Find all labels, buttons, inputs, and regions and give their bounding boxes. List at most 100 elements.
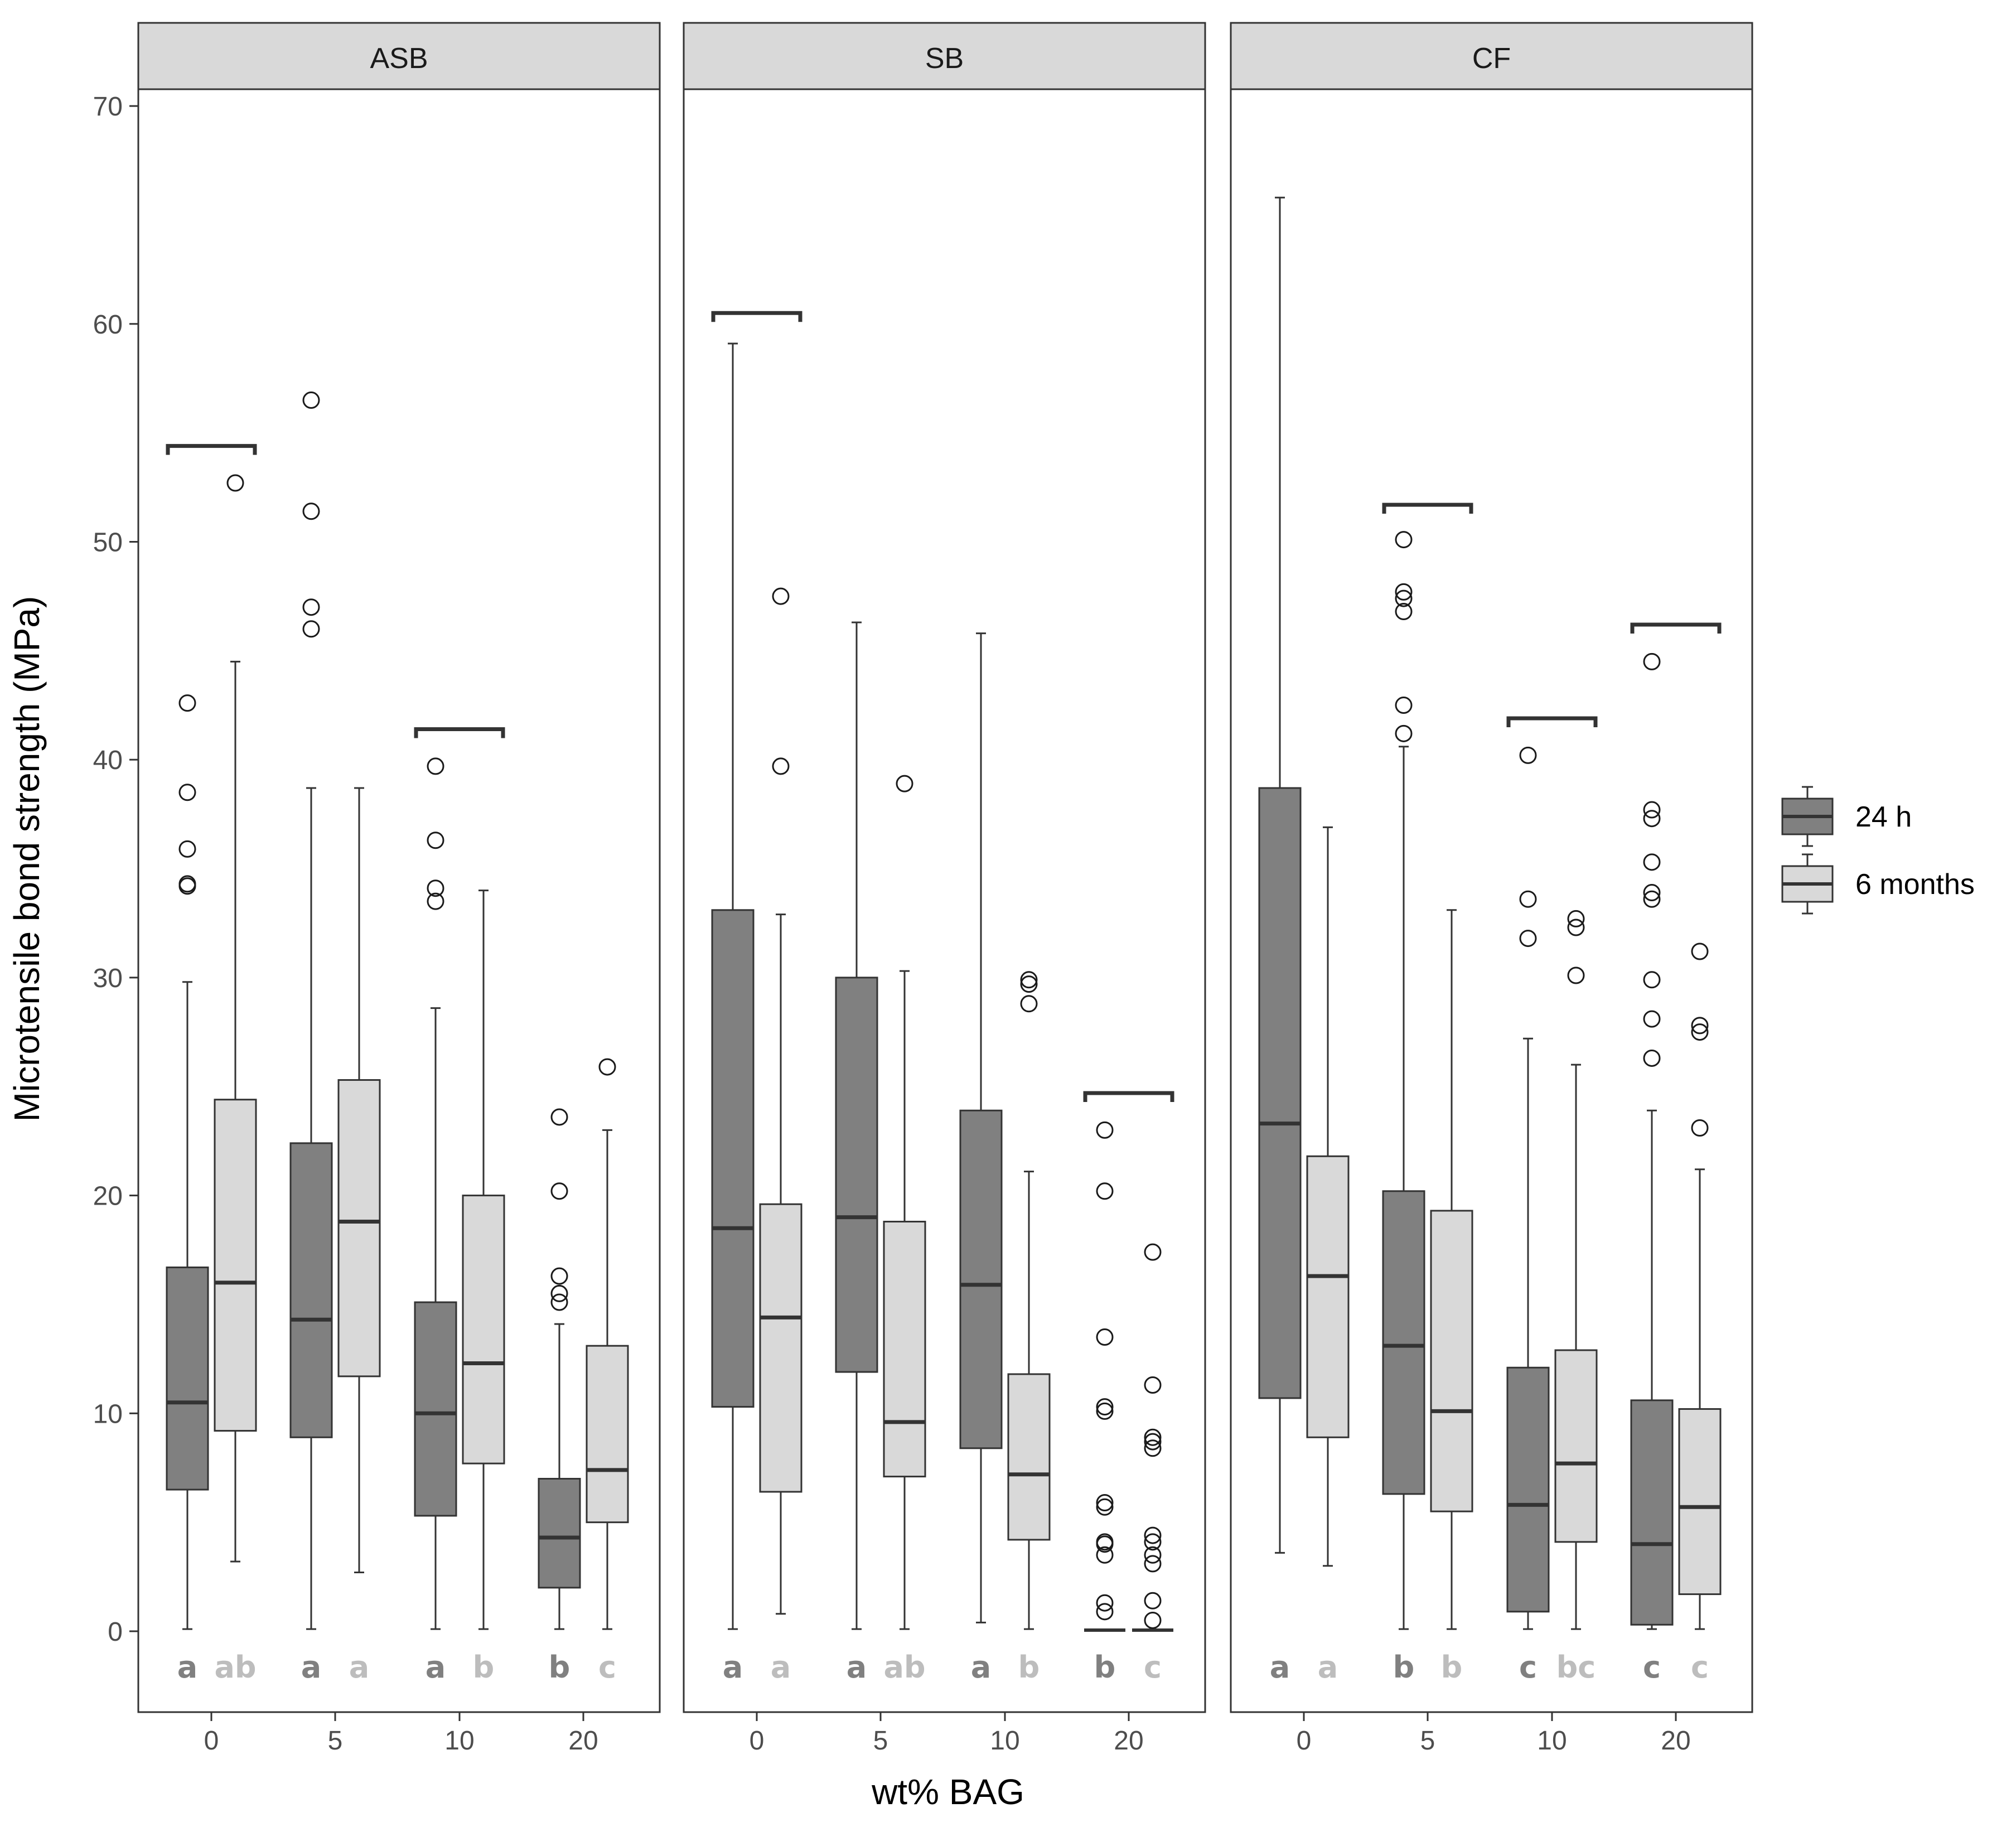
dark-box [1084,1121,1125,1632]
outlier-point [1395,531,1413,549]
group-letter-24h: a [1270,1650,1290,1685]
iqr-box [1678,1408,1722,1596]
group-letter-6months: c [1691,1650,1709,1685]
outlier-point [1096,1182,1114,1200]
group-20: b c 20 [538,1058,629,1756]
iqr-box [711,909,755,1408]
group-letter-24h: b [1094,1650,1116,1685]
light-box [883,775,926,1630]
iqr-box [586,1345,629,1524]
y-tick-label: 40 [93,746,123,775]
outlier-point [1519,746,1537,764]
group-5: a a 5 [289,392,381,1756]
group-letter-6months: a [349,1650,369,1685]
group-10: a b 10 [959,632,1051,1756]
panel-frame [137,88,661,1713]
outlier-point [1395,724,1413,742]
outlier-point [1020,995,1038,1013]
outlier-point [1691,1119,1709,1137]
outlier-point [178,694,196,712]
iqr-box [214,1099,257,1432]
outlier-point [427,879,444,897]
outlier-point [1395,589,1413,607]
outlier-point [1144,1243,1162,1261]
outlier-point [178,784,196,801]
y-tick-label: 30 [93,964,123,993]
dark-box [538,1108,581,1630]
iqr-box [1007,1373,1051,1541]
outlier-point [1096,1121,1114,1139]
outlier-point [1643,971,1661,989]
outlier-point [178,875,196,893]
outlier-point [1691,1017,1709,1035]
facet-strip [1230,22,1753,90]
outlier-point [1096,1603,1114,1621]
outlier-point [1144,1611,1162,1629]
dark-box [835,621,878,1630]
significance-bracket [1382,502,1473,514]
light-box [1678,942,1722,1630]
iqr-box [1382,1190,1425,1495]
group-0: a ab 0 [166,444,257,1756]
dark-box [959,632,1003,1623]
x-tick-label: 0 [204,1726,219,1756]
outlier-point [1643,884,1661,902]
y-tick-label: 10 [93,1399,123,1429]
iqr-box [883,1220,926,1478]
outlier-point [1643,652,1661,670]
outlier-point [1519,890,1537,908]
outlier-point [1096,1398,1114,1416]
outlier-point [1567,919,1585,936]
significance-bracket [1630,622,1722,634]
outlier-point [302,620,320,638]
group-letter-6months: a [771,1650,791,1685]
outlier-point [1144,1555,1162,1573]
iqr-box [289,1142,333,1438]
group-letter-6months: ab [883,1650,925,1685]
iqr-box [1506,1366,1550,1613]
iqr-box [759,1203,802,1493]
iqr-box [166,1267,209,1491]
outlier-point [427,832,444,849]
x-tick-label: 5 [873,1726,888,1756]
outlier-point [1567,966,1585,984]
x-tick-label: 10 [1537,1726,1567,1756]
outlier-point [1643,890,1661,908]
outlier-point [1096,1494,1114,1511]
x-tick-label: 5 [1420,1726,1435,1756]
iqr-box [1306,1155,1350,1438]
y-axis-title: Microtensile bond strength (MPa) [7,596,47,1122]
light-box [1007,971,1051,1630]
outlier-point [1643,801,1661,819]
light-box [759,587,802,1615]
outlier-point [772,757,790,775]
group-letter-24h: b [1393,1650,1415,1685]
outlier-point [598,1058,616,1076]
x-tick-label: 10 [444,1726,474,1756]
x-tick-label: 20 [1661,1726,1690,1756]
outlier-point [1020,975,1038,993]
iqr-box [462,1195,505,1464]
iqr-box [538,1478,581,1589]
light-box [1430,909,1473,1630]
legend-entry-1: 6 months [1781,853,1975,915]
significance-bracket [414,727,505,738]
outlier-point [1020,971,1038,989]
group-20: c c 20 [1630,622,1722,1756]
significance-bracket [1083,1091,1174,1102]
outlier-point [1144,1376,1162,1394]
light-box [586,1058,629,1630]
outlier-point [1519,930,1537,948]
outlier-point [226,474,244,492]
group-letter-24h: a [301,1650,321,1685]
y-tick-label: 20 [93,1182,123,1211]
group-letter-6months: ab [214,1650,256,1685]
outlier-point [1096,1328,1114,1346]
group-letter-24h: a [723,1650,743,1685]
dark-box [414,757,457,1630]
group-letter-24h: b [549,1650,571,1685]
y-tick-label: 50 [93,528,123,558]
x-tick-label: 5 [328,1726,343,1756]
